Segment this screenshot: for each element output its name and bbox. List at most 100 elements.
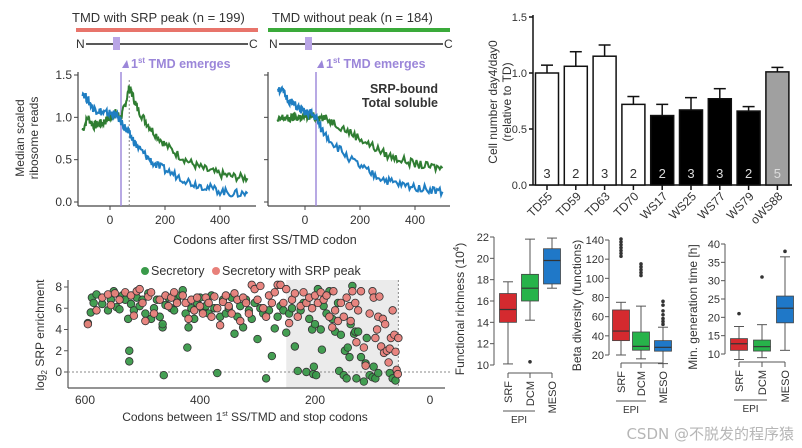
bar-n-label: 3 bbox=[716, 166, 723, 181]
point-srp-peak bbox=[115, 295, 124, 304]
point-secretory bbox=[287, 304, 297, 313]
x-tick-label: 200 bbox=[305, 393, 325, 407]
bar-ylabel-line2: (relative to TD) bbox=[500, 62, 514, 141]
y-tick-label: 80 bbox=[592, 293, 604, 305]
x-tick-label: 200 bbox=[155, 213, 175, 227]
point-secretory bbox=[125, 346, 134, 355]
x-tick-label: TD59 bbox=[553, 189, 584, 220]
point-secretory bbox=[356, 352, 366, 362]
outlier-point bbox=[528, 360, 532, 364]
x-tick-label: 200 bbox=[350, 213, 370, 227]
y-tick-label: 4 bbox=[55, 323, 62, 337]
y-tick-label: 10 bbox=[708, 349, 720, 361]
bar-ylabel-line1: Cell number day4/day0 bbox=[486, 40, 500, 164]
y-tick-label: 18 bbox=[477, 275, 489, 287]
point-srp-peak bbox=[346, 316, 355, 326]
point-srp-peak bbox=[356, 287, 366, 296]
ribosome-ylabel-line1: Median scaled bbox=[13, 99, 27, 176]
point-secretory bbox=[317, 345, 327, 354]
y-tick-label: 0.5 bbox=[512, 124, 527, 136]
category-label: DCM bbox=[757, 370, 769, 395]
x-tick-label: TD63 bbox=[582, 189, 613, 220]
outlier-point bbox=[639, 262, 643, 266]
category-label: MESO bbox=[780, 370, 792, 403]
point-srp-peak bbox=[129, 311, 139, 320]
subtitle-bar-with-peak bbox=[76, 28, 258, 32]
point-srp-peak bbox=[336, 298, 346, 308]
point-secretory bbox=[309, 362, 319, 371]
point-srp-peak bbox=[307, 304, 317, 313]
annotation-text: 1st TMD emerges bbox=[131, 56, 231, 71]
point-secretory bbox=[374, 368, 383, 378]
point-srp-peak bbox=[224, 301, 233, 311]
x-tick-label: WS17 bbox=[637, 189, 670, 222]
schematic-tmd bbox=[305, 37, 312, 50]
point-srp-peak bbox=[359, 343, 369, 352]
srp-enrichment-scatter: Secretory Secretory with SRP peak 0 2 4 6 8 600… bbox=[33, 264, 450, 424]
x-tick-label: 600 bbox=[75, 393, 95, 407]
point-srp-peak bbox=[361, 361, 370, 370]
category-label: DCM bbox=[525, 381, 537, 406]
x-tick-label: WS77 bbox=[695, 189, 728, 222]
box-iqr bbox=[753, 339, 771, 352]
outlier-point bbox=[619, 248, 623, 253]
point-srp-peak bbox=[184, 314, 193, 324]
y-tick-label: 60 bbox=[592, 312, 604, 324]
point-secretory bbox=[125, 357, 134, 366]
point-srp-peak bbox=[299, 288, 308, 297]
y-tick-label: 20 bbox=[477, 253, 489, 265]
y-tick-label: 1.5 bbox=[512, 12, 527, 24]
schematic-c-label: C bbox=[444, 37, 453, 51]
point-srp-peak bbox=[353, 306, 363, 315]
category-label: SRF bbox=[503, 381, 515, 403]
point-srp-peak bbox=[290, 289, 300, 298]
x-tick-label: 0 bbox=[107, 213, 114, 227]
legend-srp-bound: SRP-bound bbox=[370, 82, 438, 96]
point-secretory bbox=[336, 330, 346, 340]
series-line-total-soluble bbox=[81, 91, 249, 198]
point-srp-peak bbox=[329, 287, 338, 296]
ribosome-xlabel: Codons after first SS/TMD codon bbox=[173, 233, 356, 247]
box-dcm bbox=[753, 275, 771, 359]
point-srp-peak bbox=[207, 312, 216, 321]
point-secretory bbox=[270, 324, 279, 333]
y-tick-label: 0.0 bbox=[512, 180, 527, 192]
point-srp-peak bbox=[192, 293, 202, 302]
watermark: CSDN @不脱发的程序猿 bbox=[626, 425, 794, 443]
point-secretory bbox=[158, 319, 167, 329]
series-line-total-soluble bbox=[276, 85, 444, 199]
outlier-point bbox=[661, 312, 665, 317]
scatter-legend: Secretory Secretory with SRP peak bbox=[141, 264, 361, 278]
point-srp-peak bbox=[393, 369, 402, 379]
point-srp-peak bbox=[394, 333, 403, 343]
y-tick-label: 1.5 bbox=[55, 68, 72, 82]
x-tick-label: 400 bbox=[210, 213, 230, 227]
outlier-point bbox=[661, 309, 665, 313]
point-secretory bbox=[290, 342, 300, 351]
legend-marker-srp-peak bbox=[212, 267, 220, 275]
y-tick-label: 0 bbox=[55, 365, 62, 379]
box-srf bbox=[730, 311, 748, 360]
point-srp-peak bbox=[351, 298, 360, 308]
point-secretory bbox=[273, 312, 282, 321]
point-secretory bbox=[267, 351, 277, 361]
point-srp-peak bbox=[330, 306, 340, 315]
point-srp-peak bbox=[149, 309, 159, 318]
x-tick-label: TD55 bbox=[524, 189, 555, 220]
box-plot-functional-richness: 10 12 14 16 18 20 22 Functional richness (104) S… bbox=[452, 232, 561, 426]
outlier-point bbox=[661, 322, 665, 327]
point-srp-peak bbox=[279, 298, 288, 308]
point-srp-peak bbox=[106, 300, 116, 310]
point-srp-peak bbox=[284, 318, 294, 328]
x-tick-label: 400 bbox=[190, 393, 210, 407]
box-iqr bbox=[499, 293, 517, 323]
triangle-icon bbox=[317, 60, 324, 68]
group-label: EPI bbox=[511, 415, 527, 426]
bar-n-label: 5 bbox=[774, 166, 781, 181]
point-srp-peak bbox=[276, 280, 285, 290]
point-srp-peak bbox=[244, 309, 254, 318]
schematic-tmd bbox=[113, 37, 120, 50]
category-label: MESO bbox=[547, 381, 559, 414]
point-srp-peak bbox=[213, 304, 222, 313]
box-iqr bbox=[543, 248, 561, 285]
